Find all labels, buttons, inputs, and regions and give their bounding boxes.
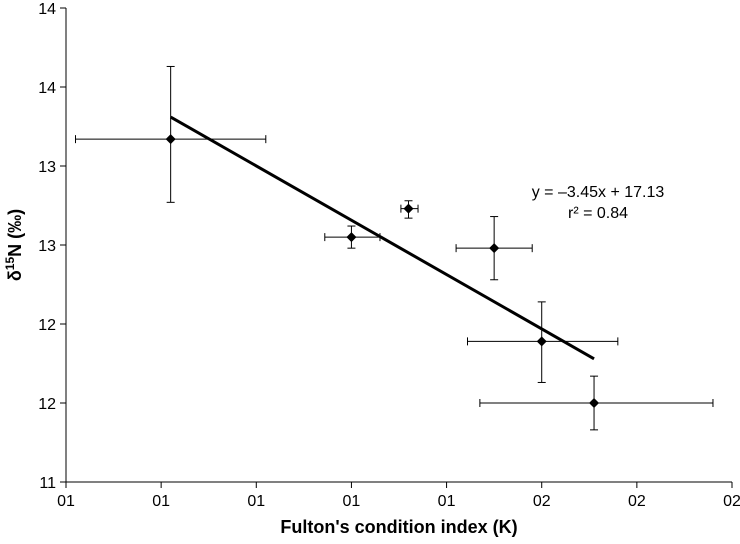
y-tick-label: 14 <box>38 80 56 97</box>
trendline <box>169 115 595 361</box>
y-tick-label: 13 <box>38 238 56 255</box>
data-point <box>489 243 500 254</box>
data-point <box>346 232 357 243</box>
x-tick-label: 01 <box>438 493 456 510</box>
x-tick-label: 01 <box>247 493 265 510</box>
y-tick-label: 11 <box>39 475 56 492</box>
axes <box>65 8 732 483</box>
ticks: 01 01 01 01 01 02 02 02 11 12 12 13 13 14 14 <box>38 1 740 510</box>
plot-marks <box>75 65 714 431</box>
data-point <box>589 398 600 408</box>
data-point <box>165 134 176 145</box>
x-tick-label: 02 <box>628 493 646 510</box>
y-tick-label: 14 <box>38 1 56 18</box>
x-tick-label: 02 <box>533 493 551 510</box>
x-tick-label: 01 <box>343 493 361 510</box>
x-tick-label: 01 <box>152 493 170 510</box>
annotation-r-squared: r² = 0.84 <box>568 205 628 222</box>
data-point <box>403 203 414 214</box>
x-tick-label: 02 <box>723 493 740 510</box>
data-point <box>536 336 547 347</box>
y-tick-label: 12 <box>38 396 56 413</box>
y-tick-label: 13 <box>38 159 56 176</box>
y-tick-label: 12 <box>38 317 56 334</box>
x-tick-label: 01 <box>57 493 75 510</box>
annotation-equation: y = –3.45x + 17.13 <box>532 184 665 201</box>
y-axis-title: δ15N (‰) <box>3 209 25 281</box>
x-axis-title: Fulton's condition index (K) <box>280 517 517 537</box>
